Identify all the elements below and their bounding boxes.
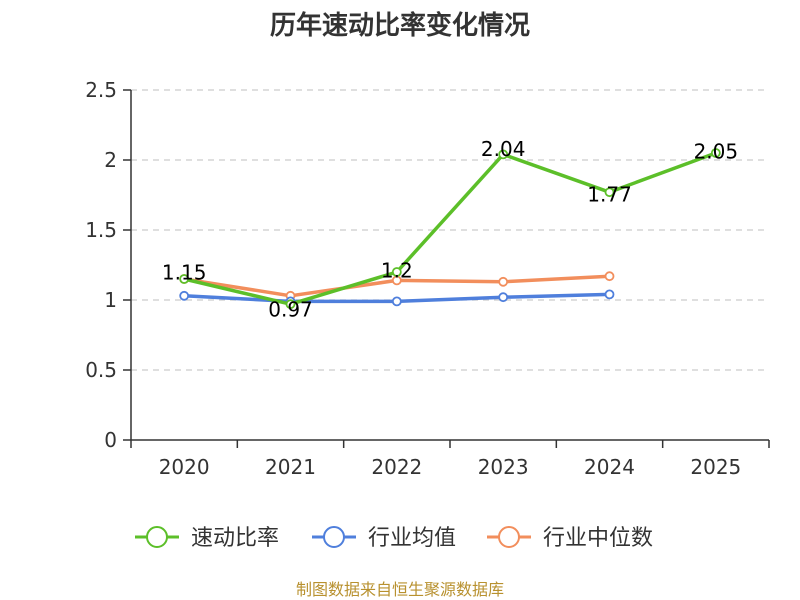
grid-lines (131, 89, 769, 371)
legend-marker (146, 526, 168, 548)
y-tick-label: 1 (104, 288, 117, 312)
data-label: 1.2 (381, 259, 413, 283)
data-label: 0.97 (268, 298, 313, 322)
legend-item[interactable]: 行业中位数 (487, 526, 653, 551)
series-line (183, 151, 717, 306)
legend-label: 速动比率 (191, 526, 279, 551)
y-tick-label: 0 (104, 428, 117, 452)
data-labels: 1.15 0.97 1.2 2.04 1.77 2.05 (162, 137, 738, 322)
y-tick-label: 2.5 (85, 78, 117, 102)
data-point[interactable] (391, 267, 402, 277)
data-point[interactable] (498, 276, 509, 287)
x-tick-label: 2022 (371, 455, 422, 479)
y-tick-label: 1.5 (85, 218, 117, 242)
data-label: 2.04 (481, 137, 526, 161)
chart-title: 历年速动比率变化情况 (270, 10, 530, 41)
data-point[interactable] (604, 187, 615, 198)
data-point[interactable] (604, 289, 615, 300)
data-point[interactable] (391, 296, 402, 307)
y-tick-label: 2 (104, 148, 117, 172)
data-label: 2.05 (694, 140, 739, 164)
x-tick-label: 2020 (159, 455, 210, 479)
data-point[interactable] (604, 271, 615, 282)
axes: 0 0.5 1 1.5 2 2.5 2020 2021 2022 2023 2024 2025 (85, 78, 770, 479)
series-lines (179, 148, 721, 310)
x-tick-label: 2024 (584, 455, 635, 479)
legend[interactable]: 速动比率 行业均值 行业中位数 (135, 526, 653, 551)
y-tick-label: 0.5 (85, 358, 117, 382)
series-2 (179, 271, 615, 301)
source-note: 制图数据来自恒生聚源数据库 (296, 580, 504, 599)
data-point[interactable] (285, 299, 296, 310)
legend-item[interactable]: 行业均值 (312, 526, 456, 551)
legend-item[interactable]: 速动比率 (135, 526, 279, 551)
data-point[interactable] (498, 292, 509, 303)
data-point[interactable] (179, 274, 190, 284)
data-point[interactable] (710, 148, 721, 158)
data-point[interactable] (498, 149, 509, 160)
x-tick-label: 2023 (478, 455, 529, 479)
data-label: 1.15 (162, 261, 207, 285)
series-0 (179, 148, 721, 310)
legend-label: 行业均值 (368, 526, 456, 551)
data-point[interactable] (179, 290, 190, 301)
legend-marker (323, 526, 345, 548)
legend-label: 行业中位数 (543, 526, 653, 551)
x-tick-label: 2021 (265, 455, 316, 479)
legend-marker (498, 526, 520, 548)
data-label: 1.77 (587, 183, 632, 207)
x-tick-label: 2025 (690, 455, 741, 479)
